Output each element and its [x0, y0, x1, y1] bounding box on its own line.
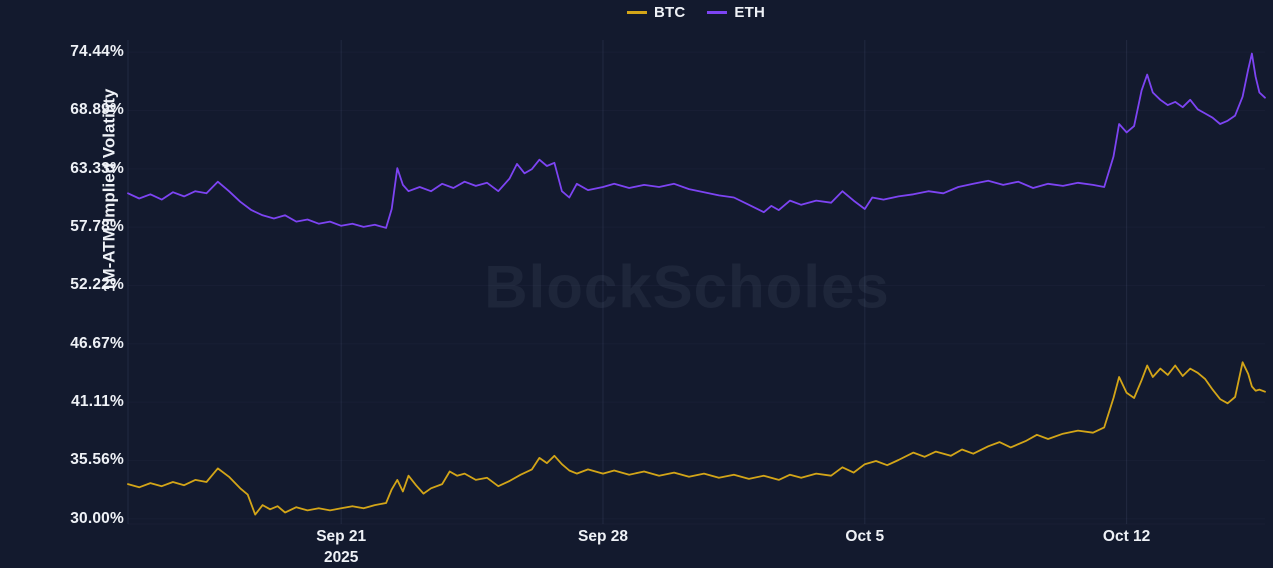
y-tick-label: 68.89% [70, 101, 124, 119]
series-line-eth [127, 52, 1266, 229]
x-tick-year-label: 2025 [323, 549, 359, 566]
y-tick-label: 46.67% [70, 334, 124, 352]
chart-legend: BTC ETH [626, 4, 765, 21]
legend-label: BTC [653, 4, 686, 21]
legend-item-eth[interactable]: ETH [707, 4, 765, 21]
legend-label: ETH [734, 4, 766, 21]
y-tick-label: 30.00% [70, 509, 124, 527]
series-line-btc [127, 361, 1266, 516]
y-tick-label: 52.22% [70, 276, 124, 294]
y-tick-label: 41.11% [71, 393, 124, 411]
legend-item-btc[interactable]: BTC [626, 4, 686, 21]
y-tick-label: 74.44% [70, 43, 124, 61]
x-tick-label: Oct 12 [1102, 528, 1151, 545]
y-tick-label: 63.33% [70, 159, 124, 177]
x-tick-label: Sep 21 2025 [316, 528, 367, 566]
legend-line-swatch-eth [707, 11, 728, 14]
x-tick-label: Sep 28 [577, 528, 628, 545]
legend-line-swatch-btc [626, 11, 647, 14]
y-tick-label: 35.56% [70, 451, 124, 469]
x-tick-label: Oct 5 [845, 528, 885, 545]
y-tick-label: 57.78% [70, 218, 124, 236]
